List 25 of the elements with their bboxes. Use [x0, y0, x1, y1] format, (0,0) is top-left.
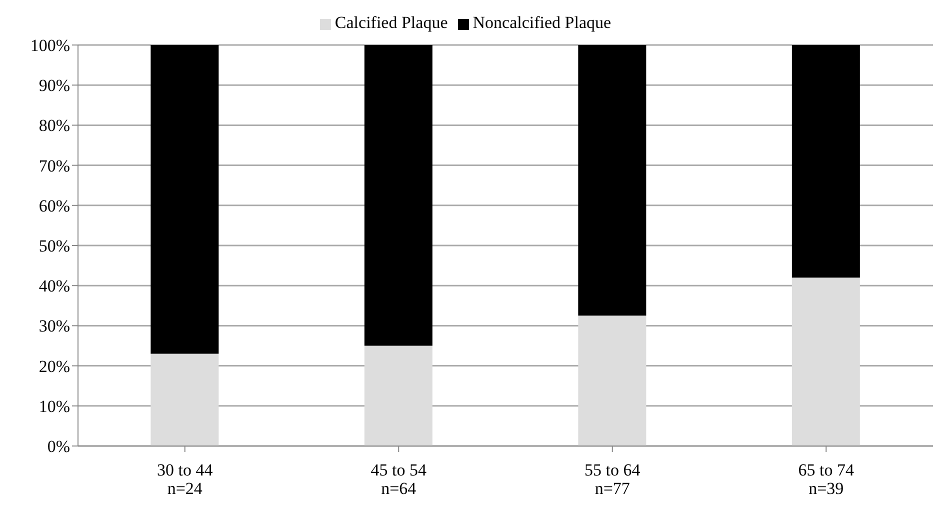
bar	[792, 278, 860, 446]
bar	[578, 316, 646, 446]
y-tick-label: 60%	[38, 196, 70, 216]
y-tick-label: 50%	[38, 236, 70, 256]
legend-label: Calcified Plaque	[334, 13, 448, 32]
y-tick-label: 90%	[38, 76, 70, 96]
x-tick-label: 45 to 54 n=64	[370, 460, 427, 498]
bar	[578, 45, 646, 316]
legend-label: Noncalcified Plaque	[472, 13, 612, 32]
y-tick-label: 10%	[38, 396, 70, 416]
y-tick-label: 20%	[38, 356, 70, 376]
y-tick-label: 40%	[38, 276, 70, 296]
y-tick-label: 100%	[30, 36, 70, 56]
bar	[364, 346, 432, 446]
bar	[150, 354, 219, 446]
y-tick-label: 70%	[38, 156, 70, 176]
y-tick-label: 30%	[38, 316, 70, 336]
x-tick-label: 30 to 44 n=24	[157, 460, 214, 498]
bar	[150, 45, 219, 354]
y-tick-label: 80%	[38, 116, 70, 136]
x-tick-label: 55 to 64 n=77	[584, 460, 641, 498]
x-tick-label: 65 to 74 n=39	[798, 460, 854, 498]
y-tick-label: 0%	[47, 437, 70, 456]
bar	[364, 45, 432, 346]
bar	[792, 45, 860, 278]
